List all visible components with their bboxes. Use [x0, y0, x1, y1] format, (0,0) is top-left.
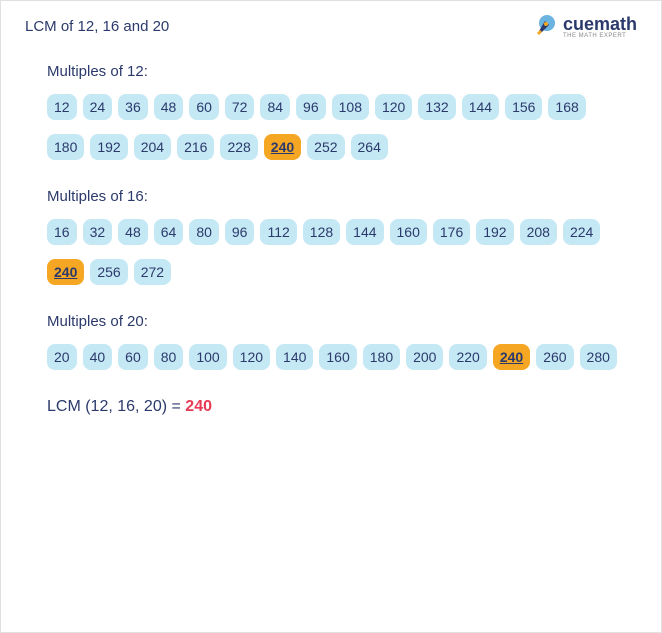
logo-text: cuemath: [563, 14, 637, 35]
chips-row: 1224364860728496108120132 144156168 180192…: [47, 94, 627, 160]
multiple-chip: 80: [189, 219, 219, 245]
multiple-chip: 192: [476, 219, 513, 245]
multiple-chip: 16: [47, 219, 77, 245]
result-value: 240: [185, 398, 212, 415]
multiple-chip: 84: [260, 94, 290, 120]
multiple-chip: 204: [134, 134, 171, 160]
multiple-chip: 48: [154, 94, 184, 120]
multiple-chip: 224: [563, 219, 600, 245]
result-label: LCM (12, 16, 20) =: [47, 398, 185, 415]
multiple-chip: 108: [332, 94, 369, 120]
chips-row: 20406080100120140160180200220240260280: [47, 344, 627, 370]
multiple-chip: 24: [83, 94, 113, 120]
multiples-section: Multiples of 12: 122436486072849610812013…: [47, 63, 633, 160]
multiple-chip: 176: [433, 219, 470, 245]
multiple-chip: 264: [351, 134, 388, 160]
multiple-chip: 272: [134, 259, 171, 285]
multiple-chip: 208: [520, 219, 557, 245]
multiple-chip: 220: [449, 344, 486, 370]
multiple-chip: 252: [307, 134, 344, 160]
multiple-chip-highlight: 240: [493, 344, 530, 370]
rocket-icon: [531, 13, 557, 39]
multiple-chip: 180: [363, 344, 400, 370]
multiple-chip: 144: [462, 94, 499, 120]
multiple-chip: 72: [225, 94, 255, 120]
multiple-chip: 168: [548, 94, 585, 120]
multiple-chip: 160: [319, 344, 356, 370]
multiple-chip: 256: [90, 259, 127, 285]
multiple-chip: 40: [83, 344, 113, 370]
logo-text-wrap: cuemath THE MATH EXPERT: [563, 14, 637, 39]
multiple-chip: 140: [276, 344, 313, 370]
multiple-chip: 260: [536, 344, 573, 370]
multiple-chip: 180: [47, 134, 84, 160]
multiple-chip: 228: [220, 134, 257, 160]
multiple-chip: 120: [233, 344, 270, 370]
multiple-chip: 36: [118, 94, 148, 120]
multiple-chip: 112: [260, 219, 296, 245]
multiple-chip: 128: [303, 219, 340, 245]
multiple-chip: 120: [375, 94, 412, 120]
multiple-chip: 32: [83, 219, 113, 245]
page-title: LCM of 12, 16 and 20: [25, 18, 169, 35]
multiple-chip: 132: [418, 94, 455, 120]
multiple-chip: 160: [390, 219, 427, 245]
multiple-chip: 200: [406, 344, 443, 370]
multiple-chip: 216: [177, 134, 214, 160]
multiple-chip: 100: [189, 344, 226, 370]
multiple-chip: 280: [580, 344, 617, 370]
logo: cuemath THE MATH EXPERT: [531, 13, 637, 39]
logo-tagline: THE MATH EXPERT: [563, 33, 637, 39]
multiple-chip: 192: [90, 134, 127, 160]
section-title: Multiples of 12:: [47, 63, 633, 80]
multiple-chip: 156: [505, 94, 542, 120]
chips-row: 1632486480961121281441601761922082242402…: [47, 219, 627, 285]
multiple-chip: 60: [118, 344, 148, 370]
multiple-chip: 80: [154, 344, 184, 370]
result-line: LCM (12, 16, 20) = 240: [47, 398, 633, 416]
multiple-chip: 144: [346, 219, 383, 245]
section-title: Multiples of 16:: [47, 188, 633, 205]
multiple-chip: 96: [225, 219, 255, 245]
multiples-section: Multiples of 20:204060801001201401601802…: [47, 313, 633, 370]
multiple-chip: 64: [154, 219, 184, 245]
multiple-chip-highlight: 240: [47, 259, 84, 285]
main-content: Multiples of 12:122436486072849610812013…: [1, 45, 661, 428]
multiple-chip: 48: [118, 219, 148, 245]
multiple-chip: 60: [189, 94, 219, 120]
multiple-chip: 12: [47, 94, 77, 120]
section-title: Multiples of 20:: [47, 313, 633, 330]
multiple-chip: 96: [296, 94, 326, 120]
multiple-chip: 20: [47, 344, 77, 370]
multiple-chip-highlight: 240: [264, 134, 301, 160]
multiples-section: Multiples of 16: 163248648096112 128144 160…: [47, 188, 633, 285]
header: LCM of 12, 16 and 20 cuemath THE MATH EX…: [1, 1, 661, 45]
